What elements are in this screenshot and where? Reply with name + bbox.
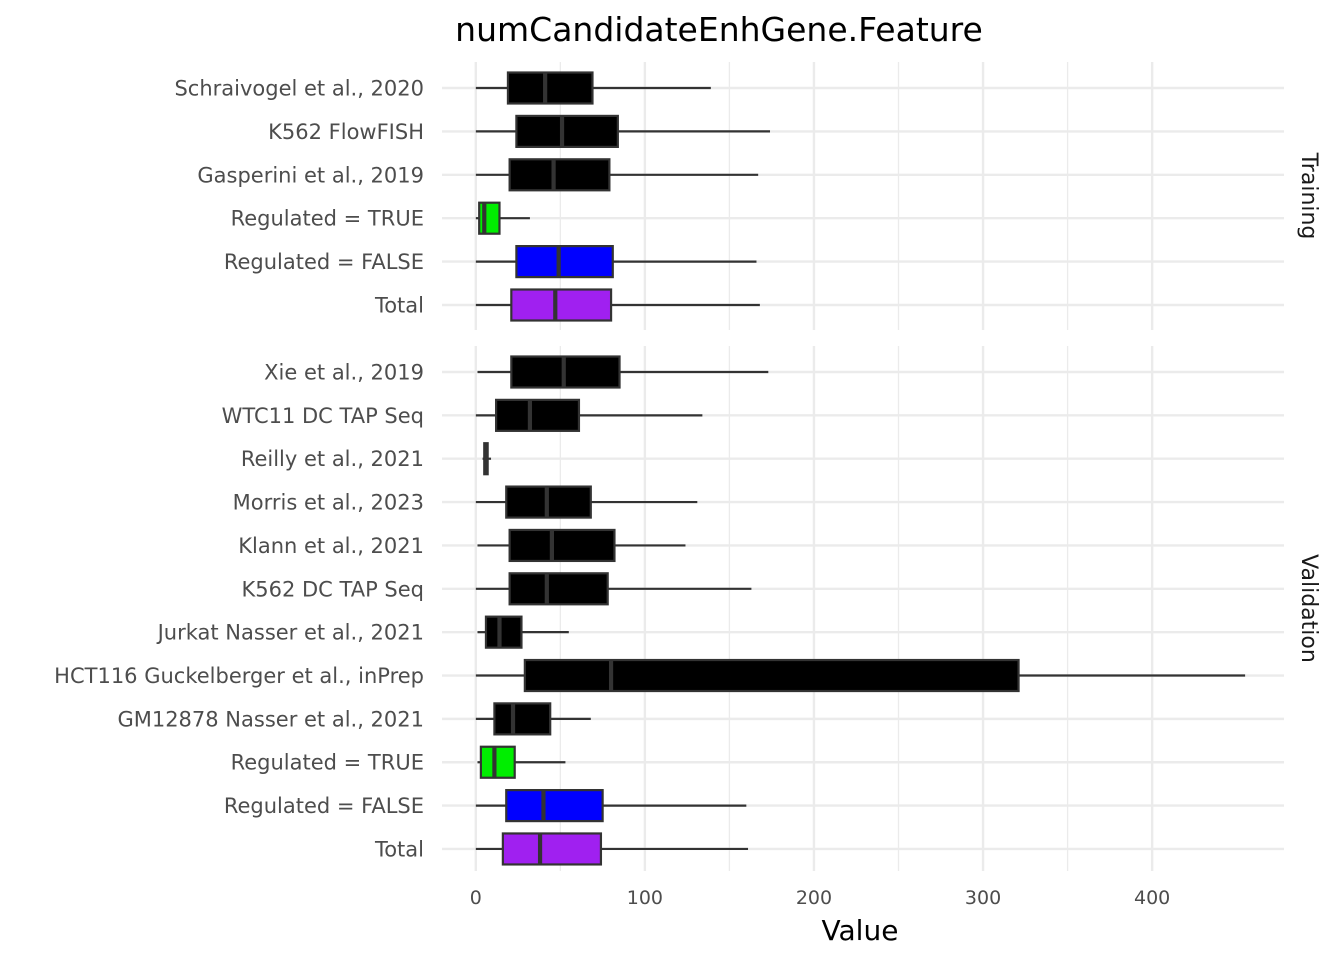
box-total [475,288,760,322]
category-label: Xie et al., 2019 [264,361,424,385]
box-regulated-true [477,745,566,779]
category-label: Morris et al., 2023 [233,491,424,515]
facet-strip-label: Validation [1296,554,1321,663]
box-iqr [501,832,603,866]
category-label: Jurkat Nasser et al., 2021 [156,621,424,645]
box-total [475,832,749,866]
category-label: Klann et al., 2021 [238,534,424,558]
box-wtc11-dc-tap-seq [475,398,703,432]
box-iqr [523,658,1020,693]
box-iqr [506,71,594,105]
category-label: Gasperini et al., 2019 [197,163,424,187]
x-axis: 0 100 200 300 400 [470,887,1170,909]
category-label: Regulated = FALSE [224,250,424,274]
category-label: HCT116 Guckelberger et al., inPrep [54,664,424,688]
chart-panels: Schraivogel et al., 2020 K562 FlowFISH Gas… [54,62,1321,871]
category-label: Regulated = TRUE [231,207,424,231]
box-xie-et-al-2019 [477,355,769,389]
box-hct116-guckelberger-et-al-inprep [475,658,1246,693]
category-label: K562 FlowFISH [268,120,424,144]
box-iqr [510,288,613,322]
box-regulated-false [475,788,747,823]
box-iqr [484,615,523,649]
box-jurkat-nasser-et-al-2021 [477,615,569,649]
box-iqr [479,745,516,779]
box-k562-flowfish [475,114,771,149]
box-regulated-true [475,201,530,235]
category-label: Total [374,294,424,318]
x-tick-label: 400 [1134,887,1170,909]
box-schraivogel-et-al-2020 [475,71,711,105]
facet-strip-label: Training [1296,152,1321,240]
category-label: WTC11 DC TAP Seq [222,404,424,428]
panel-validation: Xie et al., 2019 WTC11 DC TAP Seq Reilly e… [54,346,1321,871]
box-k562-dc-tap-seq [475,572,752,606]
box-iqr [495,398,581,432]
category-label: K562 DC TAP Seq [241,577,424,601]
category-label: GM12878 Nasser et al., 2021 [117,707,424,731]
x-tick-label: 300 [965,887,1001,909]
box-reilly-et-al-2021 [482,442,492,476]
x-tick-label: 100 [627,887,663,909]
box-iqr [493,702,552,736]
x-axis-title: Value [822,914,899,947]
box-iqr [515,114,619,149]
box-iqr [508,528,616,563]
category-label: Regulated = FALSE [224,794,424,818]
x-tick-label: 0 [470,887,482,909]
box-gm12878-nasser-et-al-2021 [475,702,591,736]
chart-title: numCandidateEnhGene.Feature [455,10,983,49]
box-gasperini-et-al-2019 [475,158,759,192]
box-morris-et-al-2023 [475,485,698,519]
category-label: Schraivogel et al., 2020 [174,77,424,101]
box-iqr [508,158,611,192]
category-label: Regulated = TRUE [231,751,424,775]
category-label: Reilly et al., 2021 [241,447,424,471]
box-regulated-false [475,245,757,279]
x-tick-label: 200 [796,887,832,909]
box-iqr [508,572,609,606]
panel-training: Schraivogel et al., 2020 K562 FlowFISH Gas… [174,62,1321,330]
box-iqr [515,245,614,279]
box-iqr [505,788,604,823]
box-klann-et-al-2021 [477,528,686,563]
category-label: Total [374,837,424,861]
